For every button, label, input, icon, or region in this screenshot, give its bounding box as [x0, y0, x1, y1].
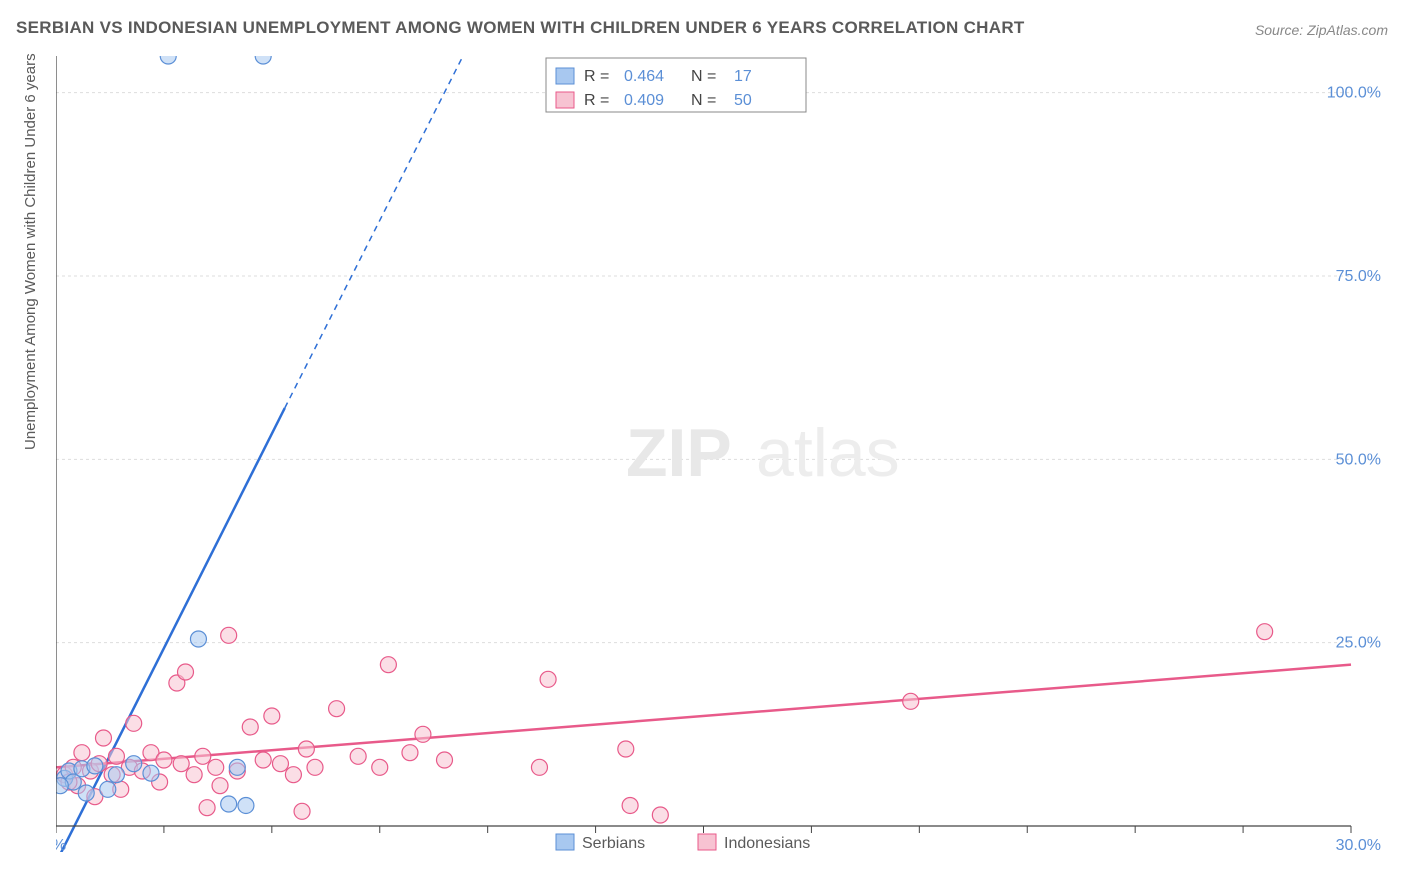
svg-text:17: 17	[734, 68, 752, 85]
svg-text:Serbians: Serbians	[582, 835, 645, 852]
data-point	[285, 767, 301, 783]
svg-text:0.409: 0.409	[624, 92, 664, 109]
data-point	[380, 657, 396, 673]
svg-text:25.0%: 25.0%	[1336, 635, 1381, 652]
data-point	[437, 752, 453, 768]
svg-text:N =: N =	[691, 68, 716, 85]
data-point	[95, 730, 111, 746]
data-point	[74, 745, 90, 761]
data-point	[229, 759, 245, 775]
watermark-bold: ZIP	[626, 415, 732, 491]
data-point	[329, 701, 345, 717]
data-point	[255, 752, 271, 768]
data-point	[108, 767, 124, 783]
data-point	[294, 803, 310, 819]
data-point	[1257, 624, 1273, 640]
data-point	[350, 748, 366, 764]
data-point	[199, 800, 215, 816]
data-point	[186, 767, 202, 783]
y-axis-label: Unemployment Among Women with Children U…	[22, 53, 39, 450]
data-point	[402, 745, 418, 761]
data-point	[160, 56, 176, 64]
svg-text:0.464: 0.464	[624, 68, 664, 85]
data-point	[156, 752, 172, 768]
data-point	[238, 797, 254, 813]
data-point	[173, 756, 189, 772]
svg-text:R =: R =	[584, 92, 609, 109]
svg-text:N =: N =	[691, 92, 716, 109]
data-point	[307, 759, 323, 775]
data-point	[372, 759, 388, 775]
svg-text:50: 50	[734, 92, 752, 109]
svg-text:50.0%: 50.0%	[1336, 451, 1381, 468]
data-point	[190, 631, 206, 647]
scatter-chart: ZIP atlas 25.0% 50.0% 75.0% 100.0% 0.0% 30.0%…	[56, 56, 1386, 852]
data-point	[178, 664, 194, 680]
data-point	[212, 778, 228, 794]
data-point	[298, 741, 314, 757]
data-point	[108, 748, 124, 764]
svg-text:100.0%: 100.0%	[1327, 85, 1381, 102]
data-point	[87, 758, 103, 774]
data-point	[195, 748, 211, 764]
data-point	[221, 627, 237, 643]
data-point	[255, 56, 271, 64]
svg-text:R =: R =	[584, 68, 609, 85]
data-point	[143, 765, 159, 781]
data-point	[208, 759, 224, 775]
watermark-light: atlas	[756, 415, 900, 491]
data-point	[540, 671, 556, 687]
data-point	[264, 708, 280, 724]
data-point	[618, 741, 634, 757]
svg-text:75.0%: 75.0%	[1336, 268, 1381, 285]
data-point	[126, 756, 142, 772]
data-point	[272, 756, 288, 772]
data-point	[78, 785, 94, 801]
data-point	[531, 759, 547, 775]
chart-title: SERBIAN VS INDONESIAN UNEMPLOYMENT AMONG…	[16, 18, 1025, 38]
gridlines	[56, 93, 1351, 643]
data-point	[126, 715, 142, 731]
correlation-legend: R = 0.464 N = 17 R = 0.409 N = 50	[546, 58, 806, 112]
data-point	[242, 719, 258, 735]
data-point	[56, 778, 68, 794]
source-attribution: Source: ZipAtlas.com	[1255, 22, 1388, 38]
data-point	[652, 807, 668, 823]
data-point	[100, 781, 116, 797]
svg-text:0.0%: 0.0%	[56, 837, 66, 852]
data-point	[903, 693, 919, 709]
series-legend: Serbians Indonesians	[556, 834, 810, 852]
svg-text:30.0%: 30.0%	[1336, 837, 1381, 852]
data-point	[622, 797, 638, 813]
data-point	[415, 726, 431, 742]
data-point	[221, 796, 237, 812]
svg-text:Indonesians: Indonesians	[724, 835, 810, 852]
